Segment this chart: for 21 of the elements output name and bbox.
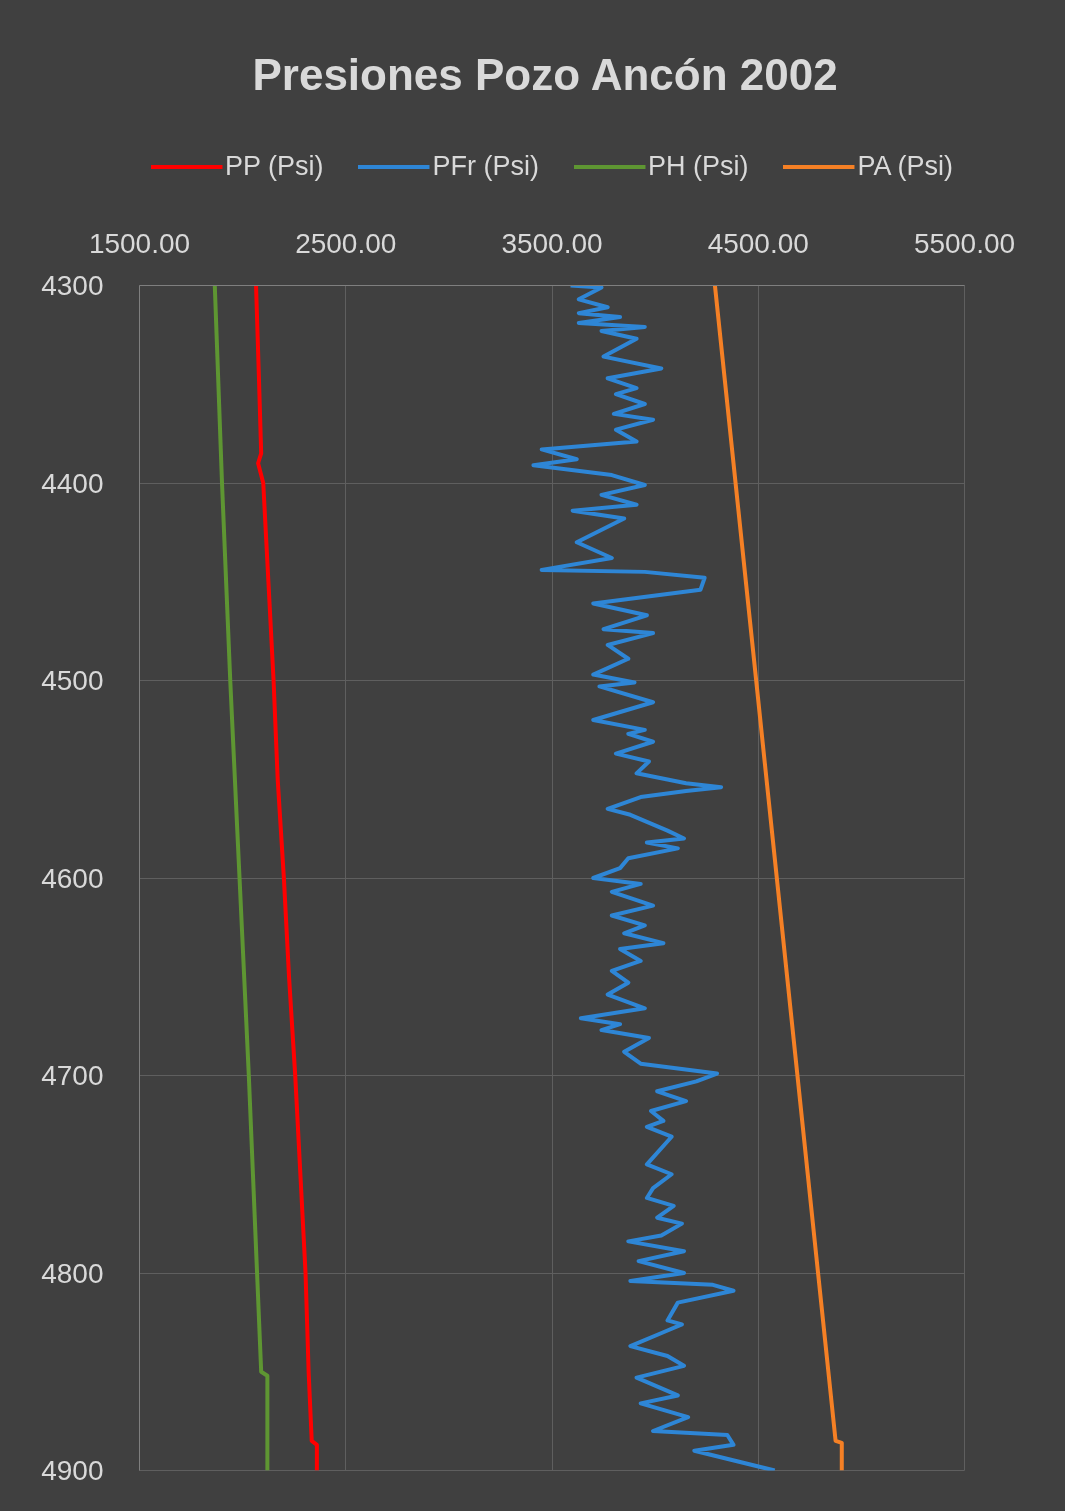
y-tick-label: 4600 [41,862,104,894]
x-tick-label: 1500.00 [88,227,191,259]
legend-label: PH (Psi) [648,150,749,182]
y-tick-label: 4700 [41,1060,104,1091]
chart-title: Presiones Pozo Ancón 2002 [252,49,838,99]
x-tick-label: 5500.00 [913,227,1016,259]
y-tick-label: 4800 [41,1257,104,1289]
x-tick-label: 3500.00 [501,227,603,259]
y-tick-label: 4400 [41,467,104,499]
legend-label: PFr (Psi) [432,150,539,182]
line-series [212,285,270,1471]
line-series [531,285,777,1471]
x-tick-label: 2500.00 [295,227,397,259]
y-tick-label: 4900 [41,1455,104,1486]
x-tick-label: 4500.00 [707,227,809,259]
y-tick-label: 4300 [41,270,104,301]
line-series [712,285,844,1471]
y-tick-label: 4500 [41,665,104,696]
legend-label: PP (Psi) [224,150,324,182]
line-series [254,285,319,1471]
legend-label: PA (Psi) [857,150,954,182]
